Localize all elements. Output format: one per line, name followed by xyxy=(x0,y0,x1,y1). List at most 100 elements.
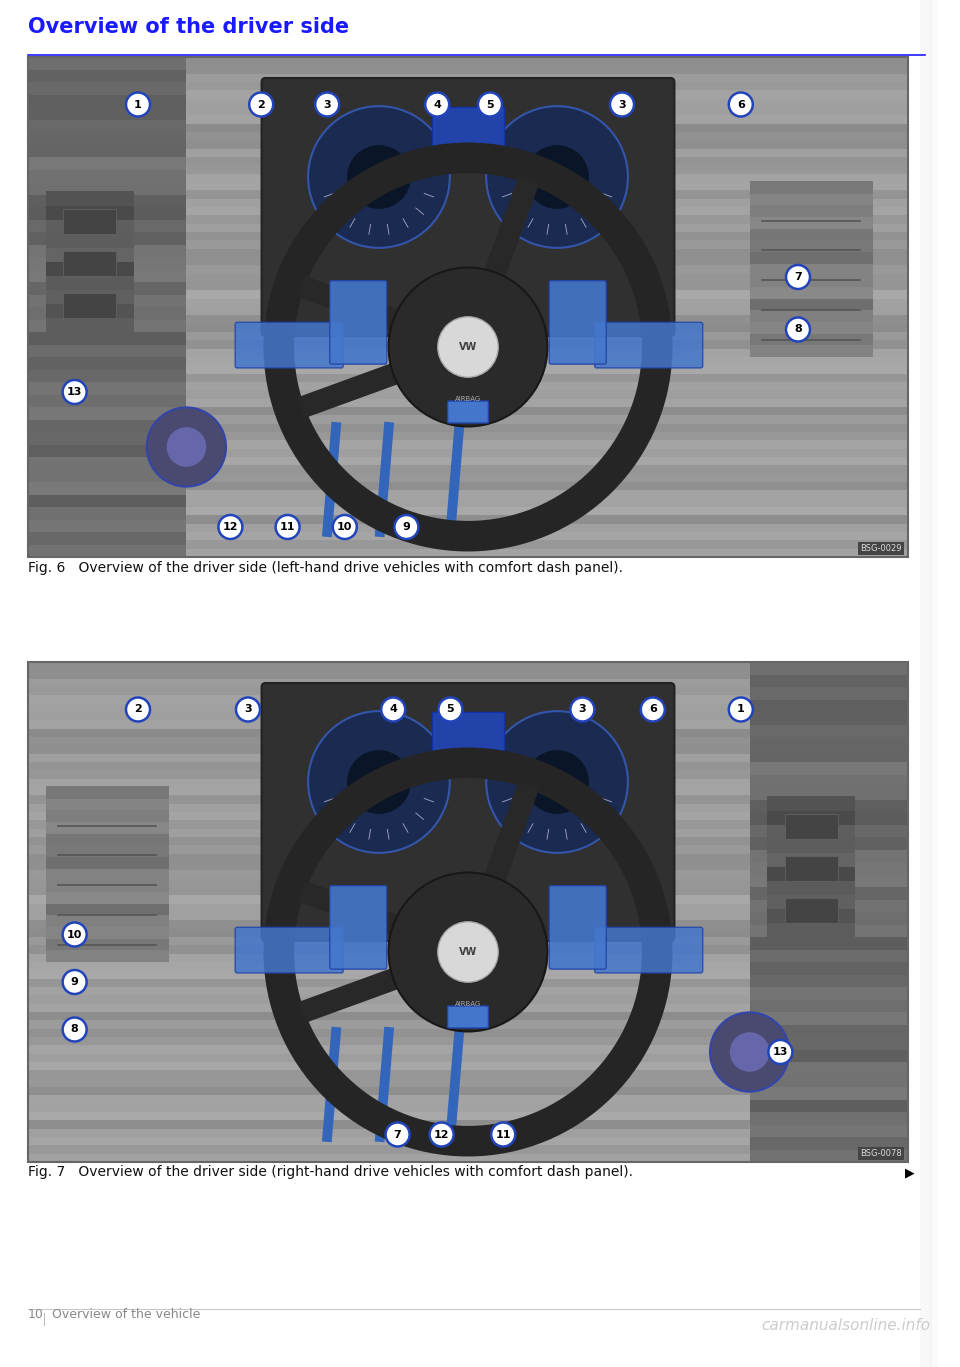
Bar xyxy=(750,1099,908,1111)
Bar xyxy=(28,314,908,324)
Circle shape xyxy=(348,750,411,813)
Bar xyxy=(46,833,169,845)
Bar xyxy=(750,1061,908,1074)
Circle shape xyxy=(218,515,242,539)
Bar xyxy=(28,331,186,344)
Bar xyxy=(28,481,186,495)
Bar xyxy=(750,1036,908,1050)
Bar xyxy=(784,813,837,839)
Bar xyxy=(46,925,169,939)
Bar xyxy=(28,770,908,779)
Bar xyxy=(28,802,908,812)
Bar xyxy=(28,81,908,90)
Bar xyxy=(28,481,908,491)
Text: 10: 10 xyxy=(337,522,352,532)
Bar xyxy=(750,823,908,837)
Bar xyxy=(46,798,169,811)
Text: 6: 6 xyxy=(649,704,657,715)
Bar xyxy=(28,431,186,444)
Bar xyxy=(750,262,873,275)
Circle shape xyxy=(729,697,753,722)
Bar xyxy=(750,735,908,749)
Bar xyxy=(750,344,873,357)
Bar xyxy=(28,256,186,269)
Text: 13: 13 xyxy=(67,387,83,396)
Bar xyxy=(28,544,186,556)
Bar xyxy=(46,809,169,822)
Bar xyxy=(28,56,186,70)
Bar xyxy=(750,1024,908,1038)
Bar xyxy=(28,406,186,420)
Circle shape xyxy=(525,145,588,209)
Bar xyxy=(28,994,908,1003)
FancyBboxPatch shape xyxy=(261,684,675,940)
Bar xyxy=(46,822,169,834)
Bar xyxy=(28,339,908,349)
Bar xyxy=(28,431,908,440)
Bar xyxy=(28,331,908,340)
Text: VW: VW xyxy=(459,947,477,957)
Bar xyxy=(28,398,908,407)
Text: 7: 7 xyxy=(394,1129,401,1140)
Bar xyxy=(28,761,908,771)
Circle shape xyxy=(768,1040,792,1064)
Bar xyxy=(750,193,873,205)
Circle shape xyxy=(126,93,150,116)
Text: 2: 2 xyxy=(134,704,142,715)
Bar xyxy=(28,243,186,257)
Circle shape xyxy=(610,93,634,116)
Text: BSG-0078: BSG-0078 xyxy=(860,1150,902,1158)
Bar xyxy=(750,798,908,812)
Bar xyxy=(432,712,504,767)
Bar xyxy=(28,861,908,871)
Bar xyxy=(63,209,116,234)
Circle shape xyxy=(389,268,547,427)
Bar xyxy=(28,493,186,507)
Bar xyxy=(28,93,186,107)
Circle shape xyxy=(308,711,450,853)
Bar xyxy=(28,290,908,298)
Bar xyxy=(28,447,908,457)
Bar xyxy=(28,343,186,357)
Bar xyxy=(750,298,873,310)
Bar xyxy=(28,97,908,107)
Text: 7: 7 xyxy=(794,272,802,282)
Bar xyxy=(750,723,908,737)
Bar xyxy=(28,1061,908,1070)
Bar xyxy=(28,1053,908,1062)
Bar xyxy=(28,1111,908,1121)
Bar xyxy=(750,749,908,761)
Circle shape xyxy=(486,711,628,853)
Bar xyxy=(750,275,873,287)
Text: 11: 11 xyxy=(280,522,296,532)
Bar xyxy=(28,540,908,548)
FancyBboxPatch shape xyxy=(330,280,387,364)
Bar xyxy=(750,861,908,875)
Bar xyxy=(28,81,186,94)
Bar xyxy=(28,156,908,165)
Bar xyxy=(28,778,908,787)
Text: 5: 5 xyxy=(446,704,454,715)
Bar xyxy=(28,1077,908,1087)
Circle shape xyxy=(62,380,86,405)
Bar xyxy=(28,686,908,696)
Bar xyxy=(750,332,873,346)
Bar xyxy=(750,1124,908,1137)
Circle shape xyxy=(389,872,547,1032)
Bar xyxy=(46,879,169,893)
Bar xyxy=(750,686,908,700)
Bar xyxy=(750,662,908,674)
Circle shape xyxy=(333,515,357,539)
Bar xyxy=(28,530,908,540)
Bar xyxy=(28,506,908,515)
Bar xyxy=(28,268,186,282)
Circle shape xyxy=(250,93,274,116)
Bar xyxy=(28,180,186,194)
Bar xyxy=(750,1148,908,1162)
Text: VW: VW xyxy=(459,342,477,351)
Bar xyxy=(28,282,186,294)
Bar xyxy=(28,439,908,448)
Bar xyxy=(28,206,908,216)
FancyBboxPatch shape xyxy=(594,927,703,973)
Bar xyxy=(28,894,908,904)
